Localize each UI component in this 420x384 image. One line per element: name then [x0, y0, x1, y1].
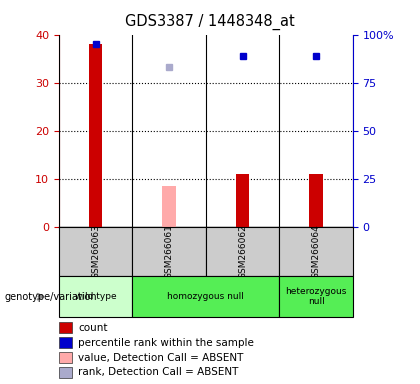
- Text: GSM266064: GSM266064: [312, 224, 320, 279]
- Text: genotype/variation: genotype/variation: [4, 291, 97, 302]
- Bar: [59, 227, 132, 276]
- Text: percentile rank within the sample: percentile rank within the sample: [79, 338, 255, 348]
- Text: wild type: wild type: [75, 292, 116, 301]
- Text: GSM266062: GSM266062: [238, 224, 247, 279]
- Bar: [279, 276, 353, 317]
- Text: homozygous null: homozygous null: [167, 292, 244, 301]
- Bar: [163, 186, 176, 227]
- Bar: [59, 367, 72, 378]
- Bar: [59, 337, 72, 348]
- Bar: [206, 227, 279, 276]
- Bar: [89, 44, 102, 227]
- Text: value, Detection Call = ABSENT: value, Detection Call = ABSENT: [79, 353, 244, 362]
- Bar: [279, 227, 353, 276]
- Text: GDS3387 / 1448348_at: GDS3387 / 1448348_at: [125, 13, 295, 30]
- Text: count: count: [79, 323, 108, 333]
- Text: GSM266063: GSM266063: [91, 224, 100, 279]
- Bar: [59, 352, 72, 363]
- Bar: [59, 323, 72, 333]
- Bar: [132, 276, 279, 317]
- Text: rank, Detection Call = ABSENT: rank, Detection Call = ABSENT: [79, 367, 239, 377]
- Text: heterozygous
null: heterozygous null: [285, 287, 347, 306]
- Bar: [59, 276, 132, 317]
- Bar: [310, 174, 323, 227]
- Bar: [236, 174, 249, 227]
- Text: GSM266061: GSM266061: [165, 224, 173, 279]
- Bar: [132, 227, 206, 276]
